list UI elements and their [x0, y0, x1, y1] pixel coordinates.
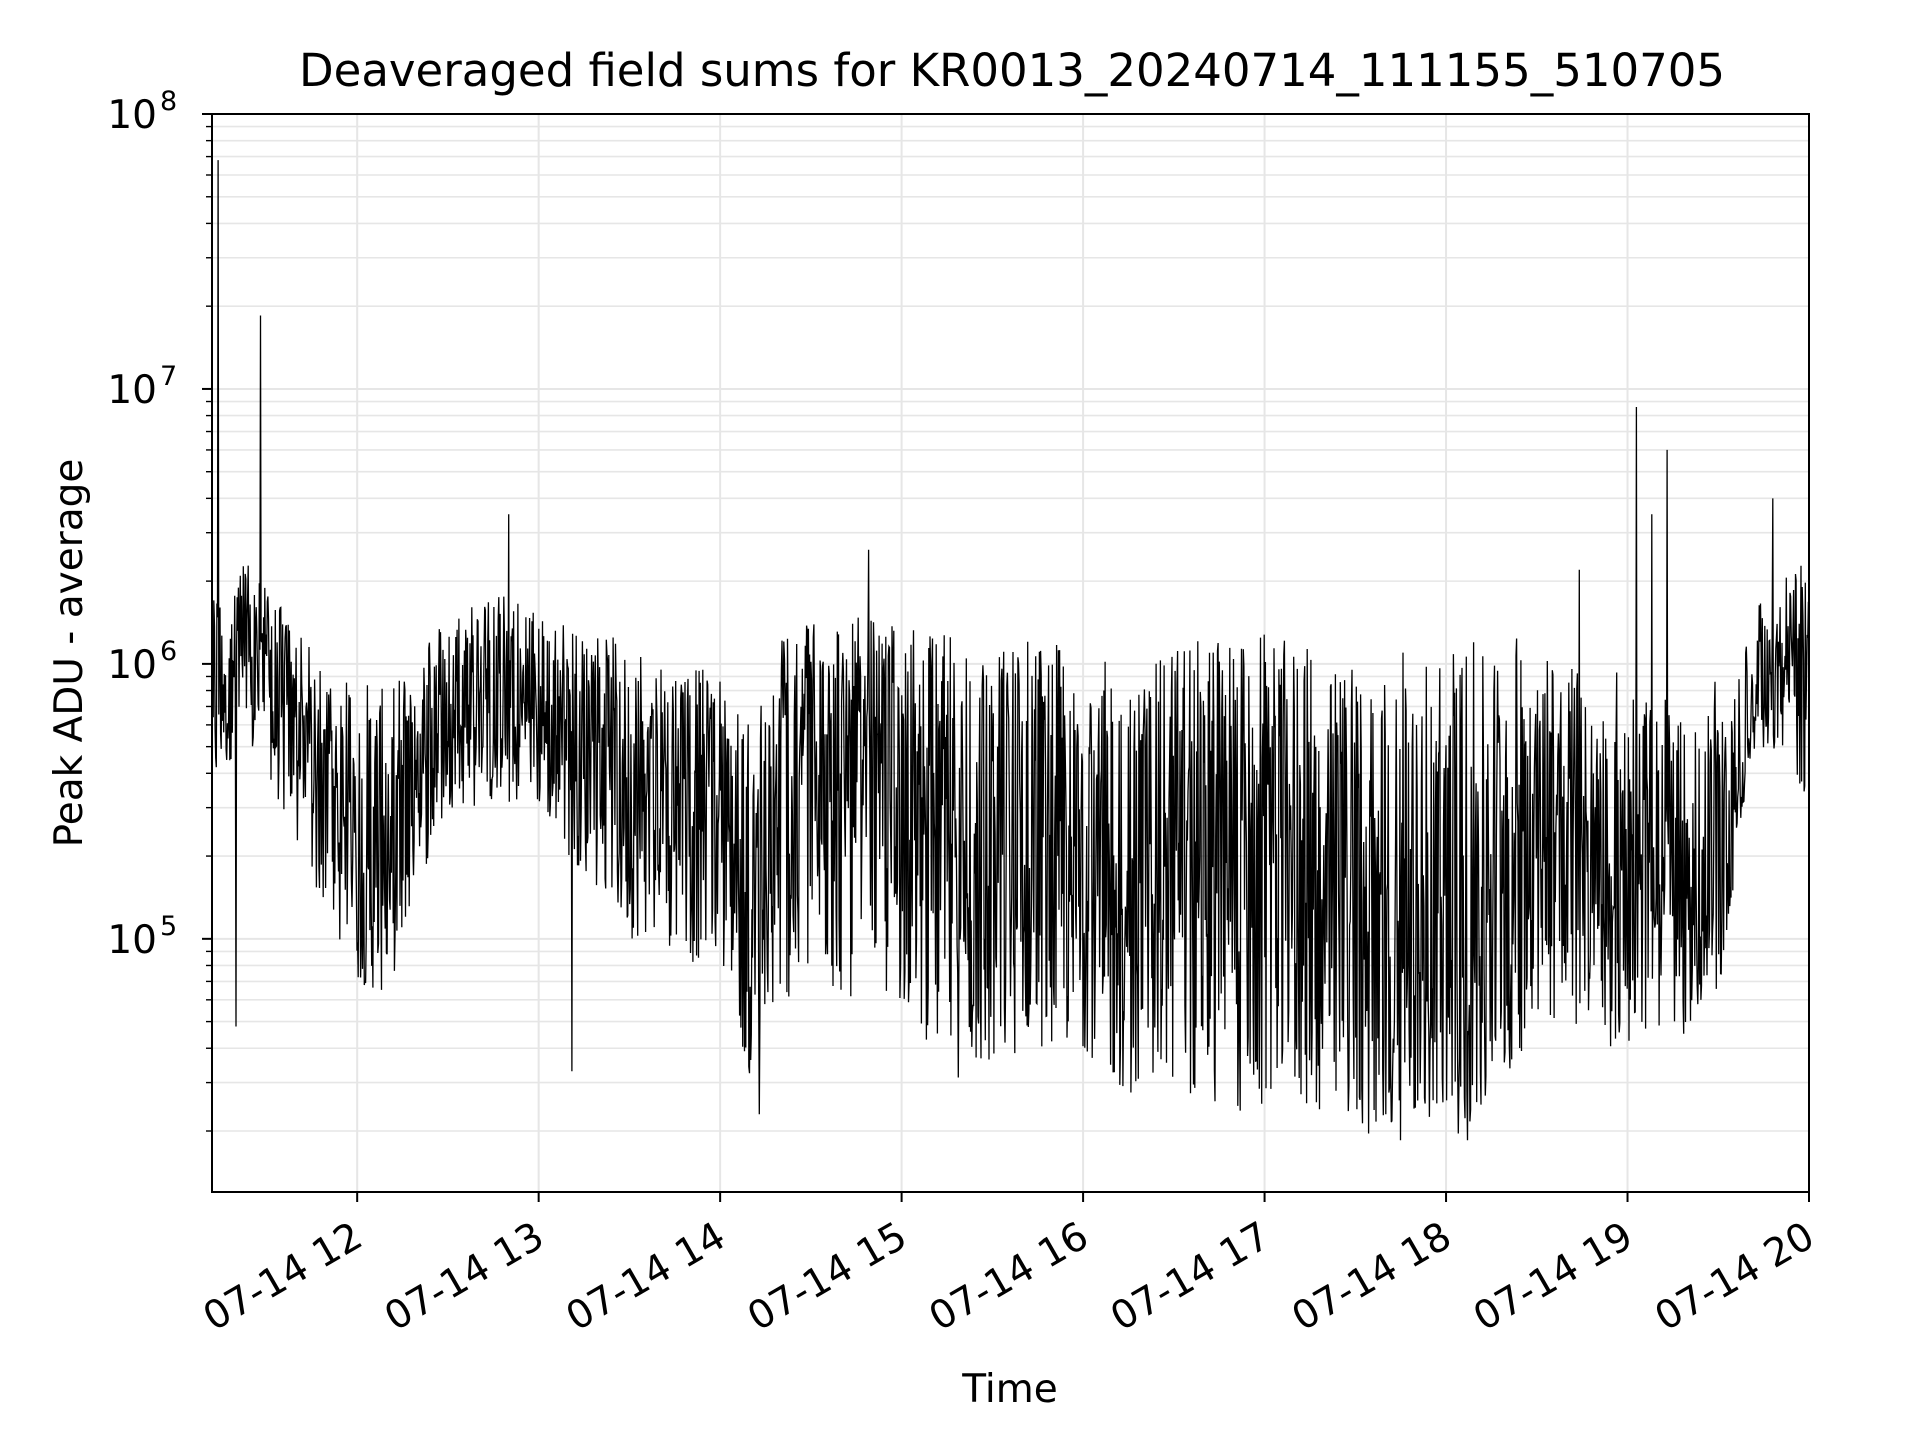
y-tick-label: 10: [107, 368, 157, 413]
y-tick-label: 10: [107, 643, 157, 688]
y-tick-exponent: 5: [160, 911, 177, 942]
y-tick-label: 10: [107, 93, 157, 138]
series-line: [211, 160, 1810, 1141]
x-axis-label: Time: [961, 1367, 1057, 1412]
y-tick-exponent: 7: [160, 361, 177, 392]
y-tick-exponent: 8: [160, 86, 177, 117]
y-tick-label: 10: [107, 918, 157, 963]
chart-title: Deaveraged field sums for KR0013_2024071…: [299, 44, 1725, 97]
plot-frame: [211, 113, 1810, 1193]
y-axis-label: Peak ADU - average: [47, 459, 92, 848]
series-trace: [211, 160, 1810, 1141]
y-tick-exponent: 6: [160, 636, 177, 667]
